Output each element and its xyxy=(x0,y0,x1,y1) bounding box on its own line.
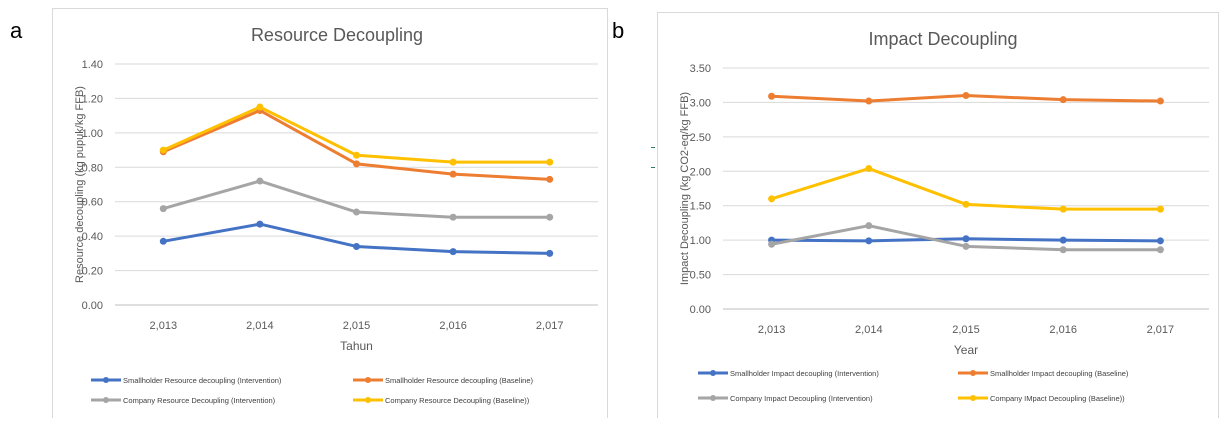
data-point xyxy=(353,151,360,159)
y-axis-label: Impact Decoupling (kg CO2-eq/kg FFB) xyxy=(679,92,691,285)
y-tick-label: 1.40 xyxy=(82,59,103,71)
data-point xyxy=(768,92,776,100)
y-tick-label: 0.60 xyxy=(82,197,103,209)
stray-mark xyxy=(651,147,655,148)
data-point xyxy=(768,195,776,203)
data-point xyxy=(1059,246,1067,254)
x-tick-label: 2,013 xyxy=(150,320,178,332)
data-point xyxy=(865,222,873,230)
y-tick-label: 1.50 xyxy=(690,201,711,213)
data-point xyxy=(962,92,970,100)
data-point xyxy=(159,146,167,154)
data-point xyxy=(546,158,554,166)
data-point xyxy=(449,213,457,221)
legend-marker xyxy=(970,395,976,401)
y-tick-label: 2.50 xyxy=(690,132,711,144)
y-tick-label: 0.40 xyxy=(82,231,103,243)
y-tick-label: 1.20 xyxy=(82,93,103,105)
data-point xyxy=(546,249,554,257)
y-tick-label: 3.50 xyxy=(690,63,711,75)
data-point xyxy=(1156,97,1164,105)
data-point xyxy=(449,158,457,166)
data-point xyxy=(353,160,360,168)
data-point xyxy=(865,165,873,173)
data-point xyxy=(256,220,264,228)
legend-marker xyxy=(710,395,716,401)
x-axis-label: Tahun xyxy=(340,339,373,353)
y-tick-label: 0.00 xyxy=(82,300,103,312)
legend-marker xyxy=(103,377,109,383)
x-tick-label: 2,017 xyxy=(1147,324,1175,336)
data-point xyxy=(865,97,873,105)
x-tick-label: 2,013 xyxy=(758,324,786,336)
legend-label: Company Resource Decoupling (Baseline)) xyxy=(385,396,530,405)
legend-marker xyxy=(365,397,371,403)
x-tick-label: 2,016 xyxy=(1049,324,1077,336)
x-tick-label: 2,015 xyxy=(343,320,371,332)
data-point xyxy=(256,177,264,185)
data-point xyxy=(1059,205,1067,213)
legend-label: Smallholder Impact decoupling (Baseline) xyxy=(990,369,1129,378)
series-line xyxy=(162,108,550,181)
y-tick-label: 0.00 xyxy=(690,304,711,316)
data-point xyxy=(159,237,167,245)
y-tick-label: 3.00 xyxy=(690,97,711,109)
y-axis-label: Resource decoupling (kg pupuk/kg FFB) xyxy=(74,86,86,283)
data-point xyxy=(449,248,457,256)
x-axis-label: Year xyxy=(954,343,978,357)
data-point xyxy=(962,242,970,250)
legend-label: Company Resource Decoupling (Interventio… xyxy=(123,396,276,405)
legend-label: Smallholder Resource decoupling (Interve… xyxy=(123,376,282,385)
data-point xyxy=(865,237,873,245)
data-point xyxy=(1059,236,1067,244)
data-point xyxy=(546,213,554,221)
x-tick-label: 2,017 xyxy=(536,320,564,332)
legend-marker xyxy=(365,377,371,383)
chart-title: Impact Decoupling xyxy=(868,29,1017,49)
legend-marker xyxy=(970,370,976,376)
data-point xyxy=(353,242,360,250)
data-point xyxy=(1059,96,1067,104)
legend-label: Smallholder Impact decoupling (Intervent… xyxy=(730,369,879,378)
data-point xyxy=(962,235,970,243)
y-tick-label: 0.80 xyxy=(82,162,103,174)
data-point xyxy=(1156,205,1164,213)
data-point xyxy=(768,240,776,248)
panel-label-a: a xyxy=(10,18,23,43)
legend-marker xyxy=(710,370,716,376)
y-tick-label: 0.20 xyxy=(82,266,103,278)
y-tick-label: 1.00 xyxy=(82,128,103,140)
impact-decoupling-chart: Impact Decoupling 0.00 0.50 1.00 1.50 2.00 2.5… xyxy=(679,29,1209,403)
data-point xyxy=(1156,246,1164,254)
data-point xyxy=(256,103,264,111)
panel-label-b: b xyxy=(612,18,625,43)
resource-decoupling-chart: Resource Decoupling 0.00 0.20 0.40 0.60 0.80 1… xyxy=(74,25,598,405)
legend-label: Company IMpact Decoupling (Baseline)) xyxy=(990,394,1125,403)
data-point xyxy=(159,205,167,213)
x-tick-label: 2,014 xyxy=(855,324,883,336)
x-tick-label: 2,016 xyxy=(439,320,467,332)
data-point xyxy=(1156,237,1164,245)
legend-label: Smallholder Resource decoupling (Baselin… xyxy=(385,376,533,385)
data-point xyxy=(353,208,360,216)
x-tick-label: 2,015 xyxy=(952,324,980,336)
data-point xyxy=(546,175,554,183)
y-tick-label: 2.00 xyxy=(690,166,711,178)
y-tick-label: 0.50 xyxy=(690,270,711,282)
chart-title: Resource Decoupling xyxy=(251,25,423,45)
x-tick-label: 2,014 xyxy=(246,320,274,332)
resource-decoupling-chart-panel: Resource Decoupling 0.00 0.20 0.40 0.60 0.80 1… xyxy=(52,8,608,418)
data-point xyxy=(449,170,457,178)
data-point xyxy=(962,200,970,208)
legend-label: Company Impact Decoupling (Intervention) xyxy=(730,394,873,403)
impact-decoupling-chart-panel: Impact Decoupling 0.00 0.50 1.00 1.50 2.00 2.5… xyxy=(657,12,1219,418)
legend-marker xyxy=(103,397,109,403)
stray-mark xyxy=(651,167,655,168)
y-tick-label: 1.00 xyxy=(690,235,711,247)
